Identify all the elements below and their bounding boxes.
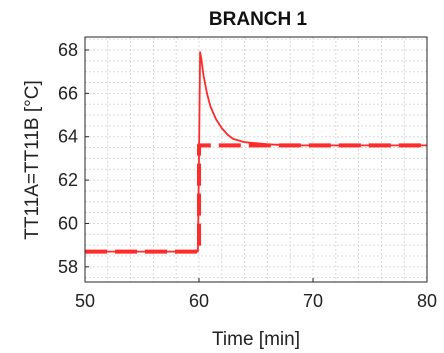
ticks: 50 60 70 80 58 60 62 64 66 68 xyxy=(58,40,437,311)
series-line-dashed xyxy=(85,143,427,254)
y-tick-label: 68 xyxy=(58,40,78,60)
y-tick-label: 66 xyxy=(58,83,78,103)
x-tick-label: 80 xyxy=(417,291,437,311)
y-tick-label: 60 xyxy=(58,213,78,233)
x-tick-label: 70 xyxy=(303,291,323,311)
chart-title: BRANCH 1 xyxy=(209,9,308,30)
y-tick-label: 64 xyxy=(58,127,78,147)
y-tick-label: 62 xyxy=(58,170,78,190)
y-tick-label: 58 xyxy=(58,257,78,277)
y-axis-label: TT11A=TT11B [°C] xyxy=(22,80,43,239)
series-layer xyxy=(85,51,427,254)
series-line-solid xyxy=(85,51,427,253)
x-tick-label: 60 xyxy=(189,291,209,311)
plot-frame xyxy=(84,36,428,283)
x-tick-label: 50 xyxy=(75,291,95,311)
grid xyxy=(85,37,427,282)
x-axis-label: Time [min] xyxy=(212,329,300,350)
